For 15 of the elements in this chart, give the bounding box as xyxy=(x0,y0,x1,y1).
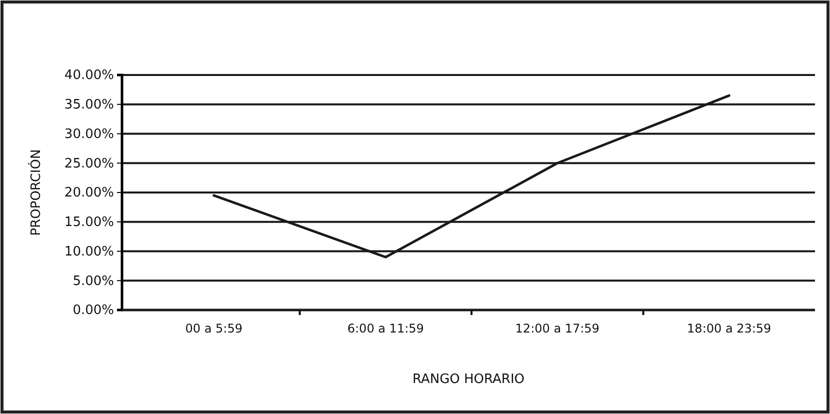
y-tick-label: 40.00% xyxy=(64,68,114,84)
x-tick-label: 12:00 a 17:59 xyxy=(515,322,600,336)
y-tick-label: 35.00% xyxy=(64,98,114,113)
y-tick-label: 25.00% xyxy=(64,156,114,172)
x-tick-label: 6:00 a 11:59 xyxy=(347,322,424,336)
x-tick-label: 18:00 a 23:59 xyxy=(687,322,772,336)
y-tick-label: 0.00% xyxy=(72,303,114,318)
y-tick-label: 10.00% xyxy=(64,244,114,260)
x-axis-title: RANGO HORARIO xyxy=(412,372,525,387)
y-tick-label: 20.00% xyxy=(64,186,114,201)
x-tick-label: 00 a 5:59 xyxy=(185,322,242,336)
y-axis-title: PROPORCIÓN xyxy=(27,149,44,236)
y-tick-label: 30.00% xyxy=(64,126,114,142)
y-tick-label: 15.00% xyxy=(64,215,114,230)
y-tick-label: 5.00% xyxy=(72,274,114,289)
